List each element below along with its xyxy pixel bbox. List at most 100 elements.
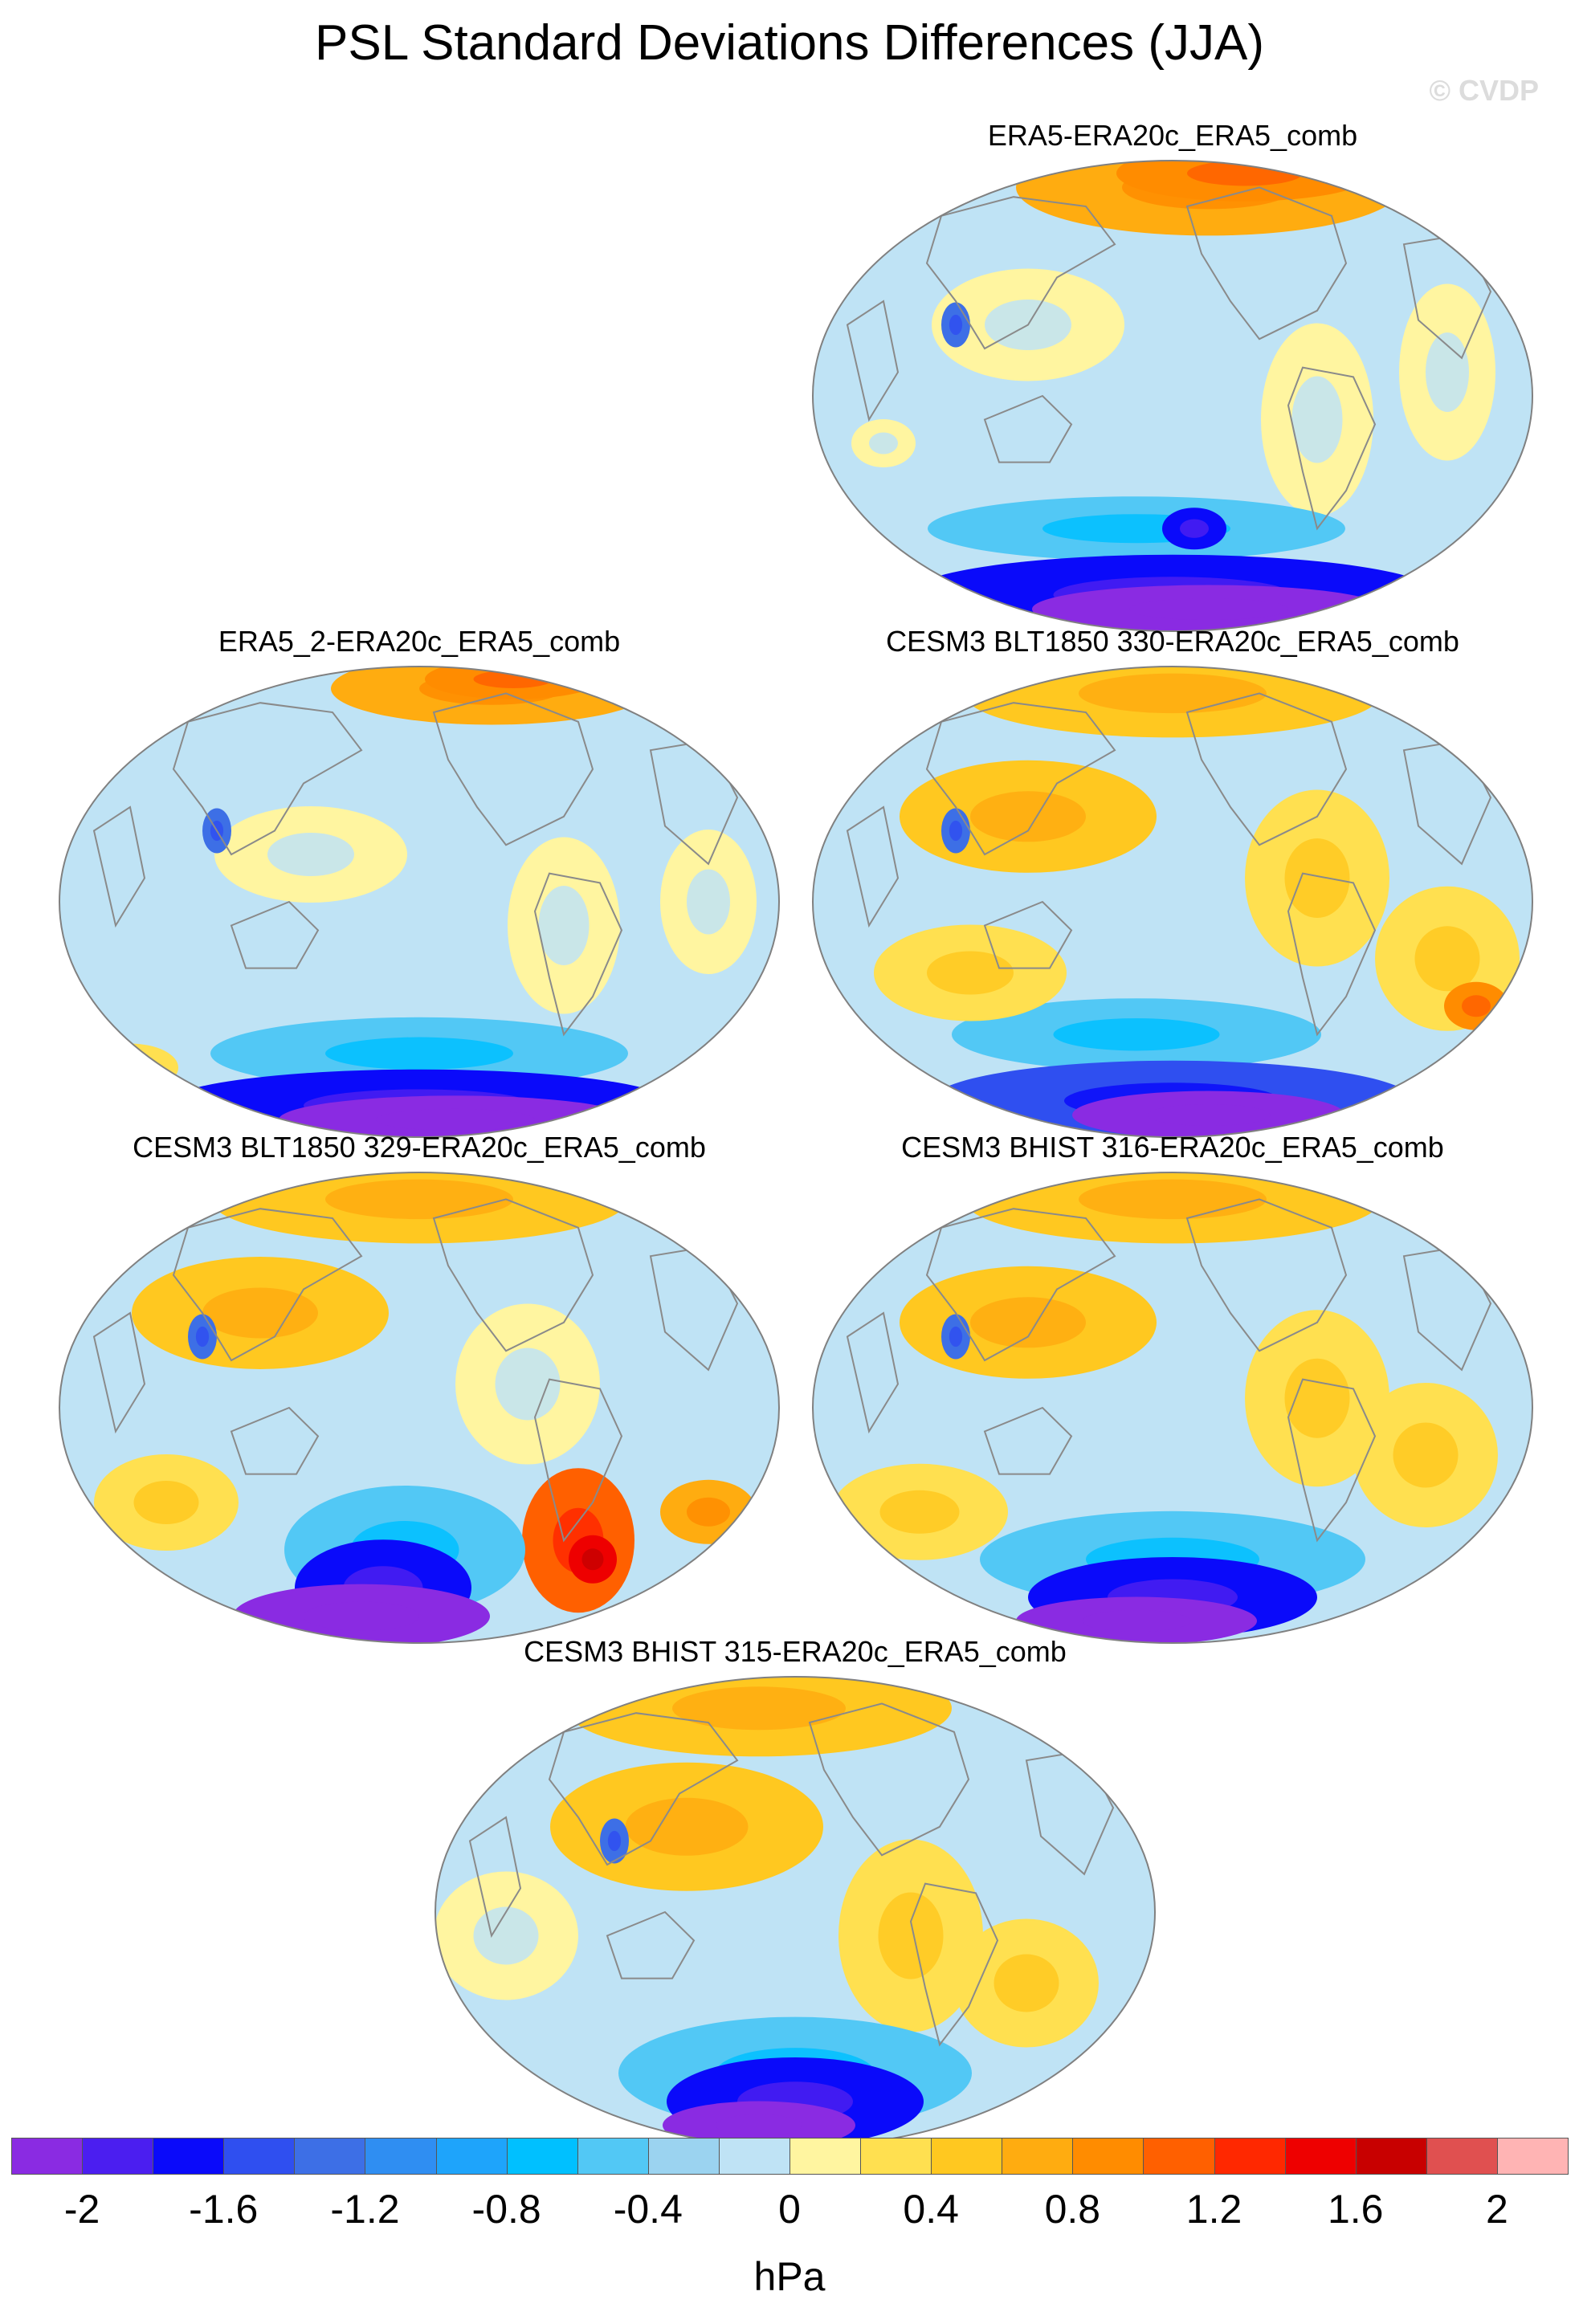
map-panel-blt1850-329: CESM3 BLT1850 329-ERA20c_ERA5_comb xyxy=(50,1131,789,1645)
coastline xyxy=(92,1311,146,1434)
colorbar-swatch xyxy=(1214,2138,1286,2175)
colorbar-swatch xyxy=(1002,2138,1074,2175)
coastline xyxy=(983,1406,1073,1475)
contour-region xyxy=(970,1297,1086,1348)
contour-region xyxy=(716,2114,802,2136)
contour-region xyxy=(495,1348,561,1421)
contour-region xyxy=(304,1601,419,1631)
contour-region xyxy=(1180,519,1209,538)
contour-region xyxy=(879,1490,960,1534)
coastline xyxy=(1287,366,1377,531)
colorbar-tick-label: -1.6 xyxy=(189,2187,259,2232)
coastline xyxy=(1185,186,1348,340)
colorbar-swatch xyxy=(153,2138,225,2175)
map-field xyxy=(813,161,1532,631)
coastline xyxy=(808,1702,970,1857)
contour-region xyxy=(1426,332,1469,412)
colorbar-swatch xyxy=(1426,2138,1498,2175)
map-panel-blt1850-330: CESM3 BLT1850 330-ERA20c_ERA5_comb xyxy=(803,625,1542,1139)
map-svg xyxy=(812,160,1533,632)
colorbar-swatch xyxy=(365,2138,437,2175)
coastline xyxy=(1185,692,1348,846)
coastline xyxy=(846,805,900,928)
contour-region xyxy=(994,1954,1059,2012)
colorbar-tick-label: -1.2 xyxy=(330,2187,400,2232)
contour-region xyxy=(1284,1358,1350,1438)
contour-region xyxy=(687,869,730,935)
coastline xyxy=(983,394,1073,463)
coastline xyxy=(1287,1378,1377,1543)
coastline xyxy=(846,300,900,422)
contour-region xyxy=(1053,1017,1220,1051)
map-field xyxy=(435,1677,1155,2147)
colorbar-tick-label: 1.2 xyxy=(1185,2187,1242,2232)
coastline xyxy=(533,1378,623,1543)
colorbar-swatch xyxy=(1284,2138,1357,2175)
contour-region xyxy=(473,670,553,688)
contour-region xyxy=(1079,1179,1267,1220)
colorbar-swatch xyxy=(577,2138,649,2175)
contour-region xyxy=(1462,995,1491,1017)
contour-region xyxy=(267,833,354,876)
coastline xyxy=(983,900,1073,969)
contour-region xyxy=(325,1179,513,1220)
coastline xyxy=(172,1208,363,1362)
contour-region xyxy=(581,1548,604,1571)
contour-region xyxy=(1129,598,1288,620)
contour-region xyxy=(949,820,963,842)
contour-region xyxy=(202,1287,318,1339)
coastline xyxy=(468,1816,522,1939)
map-border xyxy=(812,160,1533,632)
contour-region xyxy=(1079,673,1267,714)
map-border xyxy=(59,1172,780,1644)
colorbar-swatch xyxy=(82,2138,154,2175)
contour-region xyxy=(607,1830,622,1852)
map-svg xyxy=(59,1172,780,1644)
coastline xyxy=(925,702,1116,856)
colorbar-tick-label: 0 xyxy=(778,2187,801,2232)
page-title: PSL Standard Deviations Differences (JJA… xyxy=(315,15,1264,71)
map-panel-era5-2: ERA5_2-ERA20c_ERA5_comb xyxy=(50,625,789,1139)
watermark: © CVDP xyxy=(1429,74,1539,107)
colorbar-swatch xyxy=(1143,2138,1215,2175)
panel-title: CESM3 BLT1850 330-ERA20c_ERA5_comb xyxy=(886,625,1459,658)
map-panel-bhist-315: CESM3 BHIST 315-ERA20c_ERA5_comb xyxy=(426,1635,1165,2149)
coastline xyxy=(1185,1198,1348,1352)
contour-region xyxy=(625,1797,749,1856)
contour-region xyxy=(687,1497,730,1527)
colorbar-swatch xyxy=(790,2138,862,2175)
map-field xyxy=(59,1172,779,1643)
contour-region xyxy=(1414,926,1480,992)
colorbar xyxy=(11,2138,1569,2175)
colorbar-swatch xyxy=(1355,2138,1427,2175)
panel-title: CESM3 BLT1850 329-ERA20c_ERA5_comb xyxy=(133,1131,706,1164)
coastline xyxy=(925,196,1116,350)
panel-title: CESM3 BHIST 315-ERA20c_ERA5_comb xyxy=(524,1635,1067,1668)
coastline xyxy=(230,1406,320,1475)
contour-region xyxy=(672,1686,846,1731)
contour-region xyxy=(927,951,1014,995)
contour-region xyxy=(195,1326,210,1348)
coastline xyxy=(909,1882,999,2047)
colorbar-units: hPa xyxy=(753,2254,826,2299)
coastline xyxy=(230,900,320,969)
contour-region xyxy=(538,886,590,965)
panel-title: CESM3 BHIST 316-ERA20c_ERA5_comb xyxy=(901,1131,1444,1164)
map-field xyxy=(813,1172,1532,1643)
map-field xyxy=(59,667,779,1137)
map-border xyxy=(812,666,1533,1138)
coastline xyxy=(432,692,594,846)
colorbar-swatch xyxy=(647,2138,720,2175)
contour-region xyxy=(1291,376,1343,463)
contour-region xyxy=(1393,1422,1459,1488)
map-svg xyxy=(812,666,1533,1138)
colorbar-tick-label: 1.6 xyxy=(1327,2187,1384,2232)
colorbar-tick-label: -0.4 xyxy=(613,2187,683,2232)
colorbar-swatch xyxy=(931,2138,1003,2175)
contour-region xyxy=(325,1037,513,1070)
map-panel-bhist-316: CESM3 BHIST 316-ERA20c_ERA5_comb xyxy=(803,1131,1542,1645)
panel-title: ERA5-ERA20c_ERA5_comb xyxy=(987,119,1358,152)
colorbar-swatch xyxy=(506,2138,578,2175)
map-border xyxy=(812,1172,1533,1644)
colorbar-tick-label: -0.8 xyxy=(471,2187,541,2232)
